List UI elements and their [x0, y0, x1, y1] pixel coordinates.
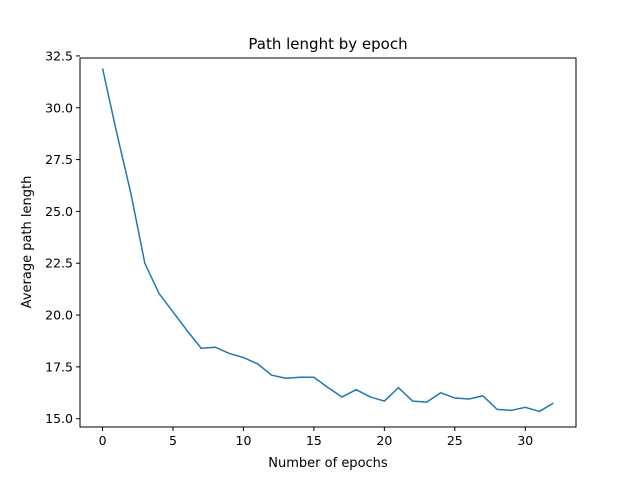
x-tick-label: 0 — [99, 433, 107, 448]
y-axis-label: Average path length — [20, 176, 35, 309]
y-tick-label: 30.0 — [45, 100, 73, 115]
y-tick-label: 25.0 — [45, 204, 73, 219]
x-tick-label: 20 — [376, 433, 392, 448]
x-axis-label: Number of epochs — [268, 456, 388, 471]
series-line — [101, 68, 554, 413]
x-tick-label: 10 — [236, 433, 252, 448]
x-tick-label: 5 — [169, 433, 177, 448]
y-tick-label: 17.5 — [45, 359, 73, 374]
x-tick-label: 30 — [517, 433, 533, 448]
chart-title: Path lenght by epoch — [248, 35, 407, 53]
y-tick-label: 15.0 — [45, 411, 73, 426]
y-tick-label: 32.5 — [45, 48, 73, 63]
x-tick-label: 25 — [447, 433, 463, 448]
y-tick-label: 22.5 — [45, 256, 73, 271]
plot-frame — [79, 57, 577, 428]
y-tick-label: 20.0 — [45, 308, 73, 323]
plot-area — [101, 68, 554, 413]
y-tick-label: 27.5 — [45, 152, 73, 167]
x-tick-label: 15 — [306, 433, 322, 448]
